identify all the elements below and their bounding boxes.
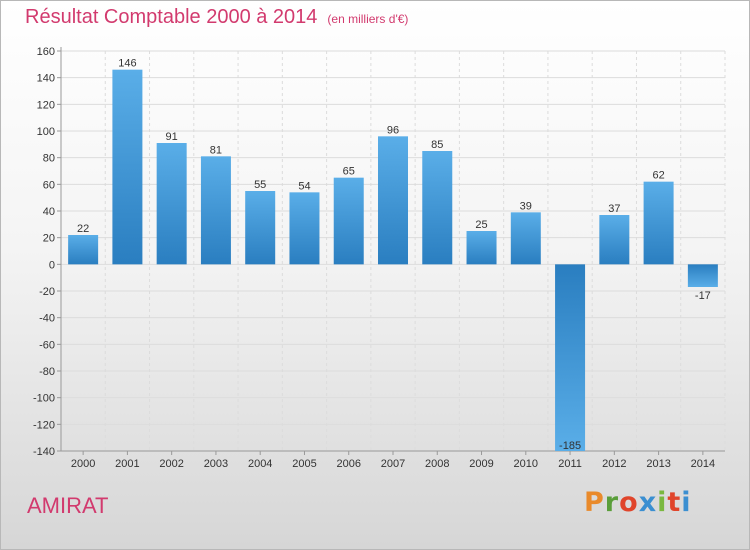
y-tick-label: 120 — [37, 99, 55, 111]
bar — [112, 69, 143, 265]
bar — [156, 143, 187, 265]
bar — [333, 177, 364, 265]
x-tick-label: 2011 — [558, 458, 582, 470]
brand-logo: Proxiti — [584, 487, 692, 518]
brand-letter: i — [681, 487, 692, 518]
label-layer: 22 146 91 81 55 54 65 96 85 25 39 -185 37 62 -17 — [77, 58, 711, 452]
x-tick-label: 2008 — [425, 458, 449, 470]
brand-letter: r — [604, 487, 620, 518]
data-label: 39 — [520, 200, 532, 212]
data-label: 62 — [652, 170, 664, 182]
data-label: 91 — [166, 131, 178, 143]
y-tick-label: -40 — [39, 313, 55, 325]
y-tick-label: -20 — [39, 286, 55, 298]
bar — [378, 136, 408, 265]
bar — [599, 215, 630, 265]
brand-letter: P — [584, 487, 605, 518]
x-tick-label: 2001 — [115, 458, 139, 470]
bar — [245, 191, 276, 265]
bar — [200, 156, 231, 265]
x-tick-label: 2014 — [691, 458, 715, 470]
brand-letter: t — [667, 487, 682, 518]
x-tick-label: 2009 — [469, 458, 493, 470]
bar — [555, 264, 586, 451]
y-tick-label: 60 — [43, 179, 55, 191]
bar-layer — [68, 69, 718, 451]
x-tick-label: 2000 — [71, 458, 95, 470]
bar — [68, 235, 99, 265]
x-tick-label: 2003 — [204, 458, 228, 470]
y-tick-label: 100 — [37, 126, 55, 138]
bar — [643, 181, 674, 265]
x-tick-label: 2002 — [159, 458, 183, 470]
chart-title: Résultat Comptable 2000 à 2014 (en millie… — [25, 6, 408, 29]
x-tick-label: 2006 — [336, 458, 360, 470]
x-tick-label: 2012 — [602, 458, 626, 470]
commune-name: AMIRAT — [27, 493, 109, 518]
data-label: 81 — [210, 144, 222, 156]
data-label: 146 — [118, 58, 136, 70]
data-label: 22 — [77, 223, 89, 235]
y-tick-label: 160 — [37, 46, 55, 58]
y-tick-label: 0 — [49, 259, 55, 271]
data-label: 54 — [298, 180, 310, 192]
y-tick-label: 80 — [43, 153, 55, 165]
y-tick-label: 20 — [43, 233, 55, 245]
brand-letter: x — [638, 487, 658, 518]
y-tick-label: -120 — [33, 419, 55, 431]
x-tick-label: 2004 — [248, 458, 272, 470]
data-label: 55 — [254, 179, 266, 191]
data-label: 65 — [343, 166, 355, 178]
brand-letter: o — [619, 487, 639, 518]
x-tick-label: 2013 — [646, 458, 670, 470]
bar — [510, 212, 541, 265]
data-label: 37 — [608, 203, 620, 215]
y-tick-label: 40 — [43, 206, 55, 218]
data-label: -17 — [695, 290, 711, 302]
data-label: 96 — [387, 124, 399, 136]
bar — [687, 264, 718, 287]
x-tick-label: 2007 — [381, 458, 405, 470]
bar — [289, 192, 320, 265]
axis-layer: -140 -120 -100 -80 -60 -40 -20 0 20 40 60 80 100 120 1… — [33, 46, 725, 470]
bar — [466, 231, 497, 265]
data-label: 25 — [475, 219, 487, 231]
y-tick-label: -60 — [39, 339, 55, 351]
brand-letter: i — [657, 487, 668, 518]
y-tick-label: 140 — [37, 73, 55, 85]
x-tick-label: 2005 — [292, 458, 316, 470]
data-label: 85 — [431, 139, 443, 151]
y-tick-label: -140 — [33, 446, 55, 458]
y-tick-label: -100 — [33, 393, 55, 405]
bar — [422, 151, 453, 265]
y-tick-label: -80 — [39, 366, 55, 378]
x-tick-label: 2010 — [514, 458, 538, 470]
chart-title-text: Résultat Comptable 2000 à 2014 — [25, 6, 318, 28]
chart-subtitle: (en milliers d'€) — [327, 12, 409, 26]
data-label: -185 — [559, 440, 581, 452]
